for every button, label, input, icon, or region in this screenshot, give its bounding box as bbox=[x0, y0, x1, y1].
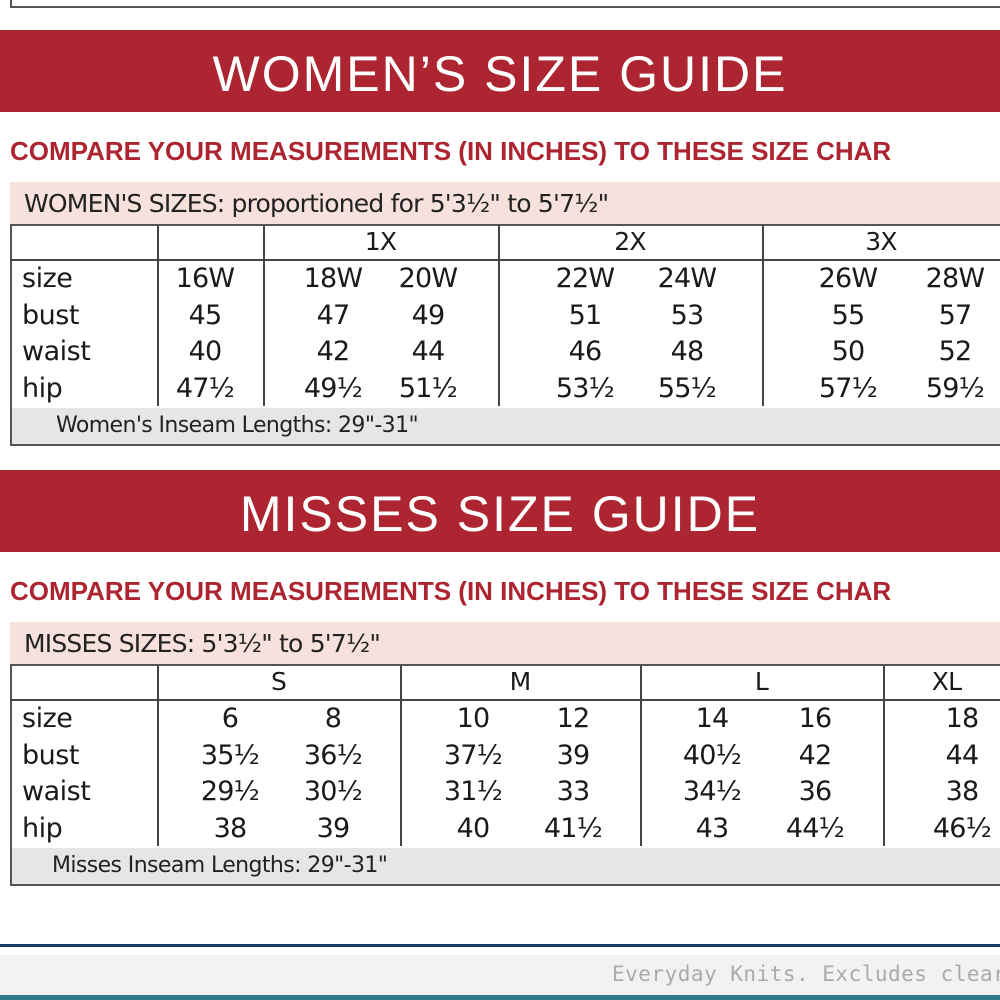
table-cell: 33 bbox=[556, 776, 591, 807]
section-subtitle: COMPARE YOUR MEASUREMENTS (IN INCHES) TO… bbox=[10, 576, 892, 606]
row-rule bbox=[10, 259, 1000, 261]
table-cell: 47 bbox=[316, 299, 351, 331]
row-label: hip bbox=[22, 372, 63, 404]
table-cell: 40 bbox=[188, 336, 223, 367]
column-rule bbox=[400, 666, 402, 846]
table-cell: 48 bbox=[670, 336, 705, 367]
column-rule bbox=[640, 666, 642, 846]
column-rule bbox=[157, 666, 159, 846]
table-cell: 42 bbox=[316, 336, 351, 367]
table-cell: 57 bbox=[938, 299, 973, 331]
table-cell: 50 bbox=[831, 336, 866, 367]
promo-text: Everyday Knits. Excludes clearanc bbox=[612, 962, 1000, 986]
row-label: waist bbox=[22, 776, 91, 807]
row-label: size bbox=[22, 263, 73, 294]
group-label: S bbox=[270, 667, 287, 696]
table-cell: 22W bbox=[555, 263, 615, 294]
table-cell: 24W bbox=[657, 263, 717, 294]
table-cell: 43 bbox=[695, 812, 730, 844]
table-cell: 38 bbox=[213, 812, 248, 844]
group-label: L bbox=[754, 667, 769, 696]
table-cell: 51 bbox=[568, 299, 603, 331]
group-label: 3X bbox=[865, 227, 897, 256]
table-cell: 46 bbox=[568, 336, 603, 367]
table-cell: 57½ bbox=[818, 372, 878, 404]
table-cell: 39 bbox=[556, 739, 591, 771]
table-cell: 44 bbox=[945, 739, 980, 771]
divider bbox=[0, 944, 1000, 947]
table-cell: 55 bbox=[831, 299, 866, 331]
section-banner: WOMEN’S SIZE GUIDE bbox=[0, 30, 1000, 112]
group-label: XL bbox=[931, 667, 962, 696]
table-cell: 38 bbox=[945, 776, 980, 807]
table-caption: MISSES SIZES: 5'3½" to 5'7½" bbox=[10, 622, 1000, 666]
table-footer: Misses Inseam Lengths: 29"-31" bbox=[12, 848, 1000, 884]
table-cell: 41½ bbox=[543, 812, 603, 844]
table-cell: 35½ bbox=[200, 739, 260, 771]
group-label: 1X bbox=[364, 227, 397, 256]
table-cell: 18 bbox=[945, 703, 980, 734]
bottom-band bbox=[0, 995, 1000, 1000]
table-cell: 10 bbox=[456, 703, 491, 734]
table-cell: 6 bbox=[221, 703, 239, 734]
table-cell: 30½ bbox=[303, 776, 363, 807]
row-label: hip bbox=[22, 812, 63, 844]
table-cell: 34½ bbox=[682, 776, 742, 807]
column-rule bbox=[883, 666, 885, 846]
promo-strip bbox=[0, 955, 1000, 995]
table-caption: WOMEN'S SIZES: proportioned for 5'3½" to… bbox=[10, 182, 1000, 226]
table-cell: 36 bbox=[798, 776, 833, 807]
group-label: M bbox=[509, 667, 532, 696]
table-cell: 16 bbox=[798, 703, 833, 734]
section-subtitle: COMPARE YOUR MEASUREMENTS (IN INCHES) TO… bbox=[10, 136, 892, 166]
table-cell: 53½ bbox=[555, 372, 615, 404]
table-cell: 20W bbox=[398, 263, 458, 294]
table-cell: 49½ bbox=[303, 372, 363, 404]
table-cell: 40 bbox=[456, 812, 491, 844]
table-cell: 36½ bbox=[303, 739, 363, 771]
row-label: size bbox=[22, 703, 73, 734]
table-cell: 53 bbox=[670, 299, 705, 331]
row-label: bust bbox=[22, 739, 79, 771]
table-cell: 40½ bbox=[682, 739, 742, 771]
section-banner: MISSES SIZE GUIDE bbox=[0, 470, 1000, 552]
table-cell: 29½ bbox=[200, 776, 260, 807]
table-cell: 39 bbox=[316, 812, 351, 844]
table-cell: 45 bbox=[188, 299, 223, 331]
table-cell: 46½ bbox=[932, 812, 992, 844]
table-cell: 37½ bbox=[443, 739, 503, 771]
table-cell: 26W bbox=[818, 263, 878, 294]
column-rule bbox=[263, 226, 265, 406]
table-cell: 16W bbox=[175, 263, 235, 294]
table-cell: 12 bbox=[556, 703, 591, 734]
column-rule bbox=[762, 226, 764, 406]
table-cell: 52 bbox=[938, 336, 973, 367]
table-cell: 51½ bbox=[398, 372, 458, 404]
column-rule bbox=[498, 226, 500, 406]
table-cell: 44½ bbox=[785, 812, 845, 844]
table-cell: 47½ bbox=[175, 372, 235, 404]
table-cell: 28W bbox=[925, 263, 985, 294]
table-cell: 31½ bbox=[443, 776, 503, 807]
table-cell: 49 bbox=[411, 299, 446, 331]
group-label: 2X bbox=[614, 227, 646, 256]
table-cell: 55½ bbox=[657, 372, 717, 404]
row-label: waist bbox=[22, 336, 91, 367]
table-cell: 8 bbox=[324, 703, 342, 734]
table-cell: 44 bbox=[411, 336, 446, 367]
row-label: bust bbox=[22, 299, 79, 331]
previous-table-edge bbox=[10, 0, 1000, 8]
row-rule bbox=[10, 699, 1000, 701]
table-cell: 42 bbox=[798, 739, 833, 771]
column-rule bbox=[157, 226, 159, 406]
table-cell: 59½ bbox=[925, 372, 985, 404]
table-cell: 14 bbox=[695, 703, 730, 734]
table-footer: Women's Inseam Lengths: 29"-31" bbox=[12, 408, 1000, 444]
table-cell: 18W bbox=[303, 263, 363, 294]
